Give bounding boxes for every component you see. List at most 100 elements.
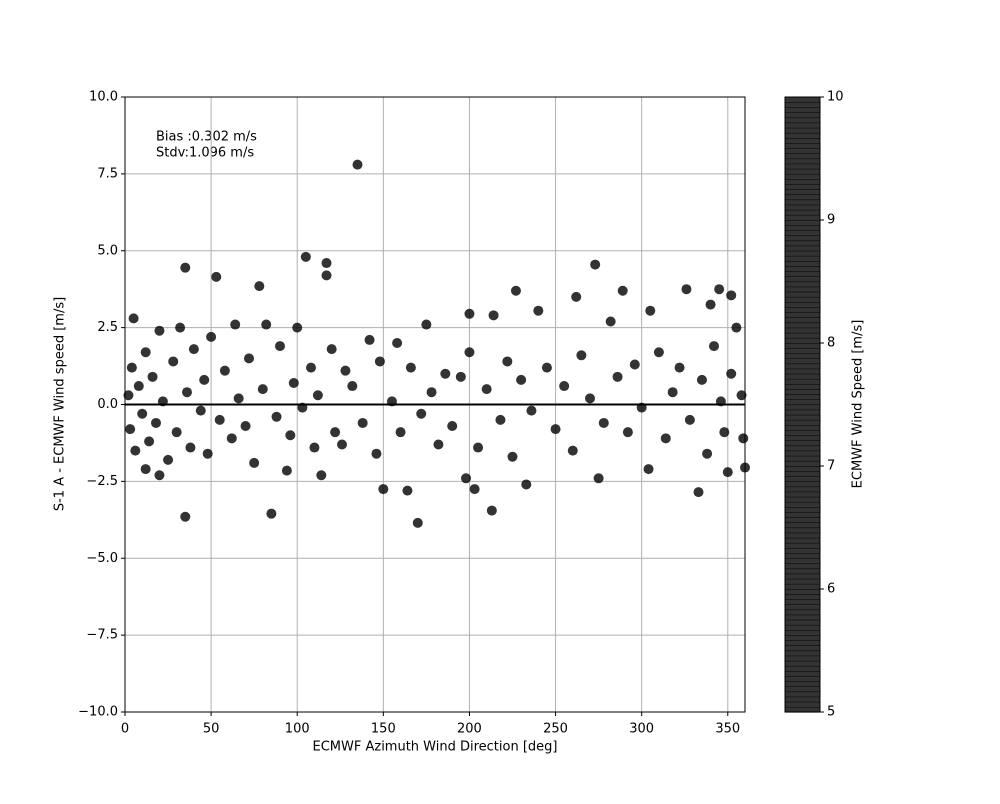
colorbar-segment: [785, 368, 820, 375]
colorbar-segment: [785, 153, 820, 160]
point: [693, 487, 704, 498]
colorbar-segment: [785, 209, 820, 216]
point: [653, 347, 664, 358]
colorbar-segment: [785, 553, 820, 559]
point: [598, 417, 609, 428]
point: [321, 258, 332, 269]
colorbar-segment: [785, 327, 820, 334]
colorbar-segment: [785, 604, 820, 611]
y-tick-label: 10.0: [89, 90, 118, 105]
colorbar-segment: [785, 363, 820, 370]
colorbar-segment: [785, 512, 820, 518]
point: [309, 442, 320, 453]
colorbar-segment: [785, 594, 820, 600]
colorbar-segment: [785, 635, 820, 641]
point: [726, 368, 737, 379]
point: [374, 356, 385, 367]
point: [392, 338, 403, 348]
x-tick-label: 50: [203, 722, 220, 737]
point: [254, 281, 265, 292]
point: [421, 319, 432, 330]
colorbar-segment: [785, 199, 820, 206]
colorbar-segment: [785, 230, 820, 236]
point: [567, 445, 578, 456]
colorbar-segment: [785, 143, 820, 149]
point: [281, 465, 292, 476]
colorbar-segment: [785, 476, 820, 482]
point: [337, 439, 347, 450]
point: [709, 341, 719, 352]
point: [402, 485, 413, 496]
point: [416, 408, 427, 419]
point: [364, 334, 375, 345]
colorbar-segment: [785, 378, 820, 385]
colorbar-segment: [785, 645, 820, 652]
point: [464, 347, 475, 358]
point: [175, 322, 186, 333]
point: [738, 433, 749, 444]
colorbar-segment: [785, 532, 820, 539]
x-tick-label: 350: [715, 722, 740, 737]
point: [347, 381, 358, 392]
colorbar-segment: [785, 399, 820, 406]
colorbar-segment: [785, 435, 820, 441]
point: [226, 433, 237, 444]
colorbar-segment: [785, 681, 820, 687]
y-axis-label: S-1 A - ECMWF Wind speed [m/s]: [53, 297, 68, 511]
point: [126, 362, 137, 373]
point: [240, 421, 251, 432]
point: [185, 442, 196, 453]
point: [605, 316, 616, 327]
colorbar-segment: [785, 138, 820, 144]
colorbar-segment: [785, 404, 820, 411]
colorbar-segment: [785, 537, 820, 544]
point: [660, 433, 671, 444]
point: [147, 371, 158, 382]
point: [326, 344, 337, 355]
colorbar-segment: [785, 614, 820, 621]
colorbar-tick-label: 9: [827, 213, 835, 228]
colorbar-segment: [785, 671, 820, 677]
point: [731, 322, 742, 333]
colorbar-segment: [785, 225, 820, 231]
y-tick-label: 2.5: [97, 320, 118, 335]
colorbar-segment: [785, 255, 820, 262]
point: [533, 305, 544, 316]
colorbar-segment: [785, 660, 820, 667]
colorbar-segment: [785, 589, 820, 595]
point: [488, 310, 499, 321]
point: [495, 414, 506, 425]
colorbar-segment: [785, 389, 820, 395]
colorbar-segment: [785, 322, 820, 329]
point: [510, 285, 521, 296]
colorbar-segment: [785, 163, 820, 170]
colorbar-segment: [785, 686, 820, 693]
colorbar-segment: [785, 425, 820, 431]
colorbar-segment: [785, 127, 820, 134]
point: [133, 381, 144, 392]
point: [352, 159, 363, 170]
colorbar-segment: [785, 501, 820, 508]
colorbar-segment: [785, 430, 820, 436]
point: [502, 356, 513, 367]
point: [340, 365, 351, 376]
colorbar-segment: [785, 706, 820, 713]
colorbar-segment: [785, 527, 820, 534]
colorbar-segment: [785, 271, 820, 277]
colorbar-segment: [785, 168, 820, 175]
point: [285, 430, 296, 441]
colorbar-segment: [785, 696, 820, 703]
colorbar-segment: [785, 619, 820, 626]
point: [180, 262, 191, 273]
colorbar-segment: [785, 291, 820, 298]
point: [130, 445, 141, 456]
colorbar-segment: [785, 179, 820, 185]
point: [590, 259, 601, 270]
colorbar-tick-label: 10: [827, 90, 844, 105]
colorbar-segment: [785, 184, 820, 190]
colorbar-segment: [785, 158, 820, 165]
y-tick-label: −7.5: [86, 628, 118, 643]
y-tick-label: 5.0: [97, 243, 118, 258]
point: [722, 467, 733, 478]
